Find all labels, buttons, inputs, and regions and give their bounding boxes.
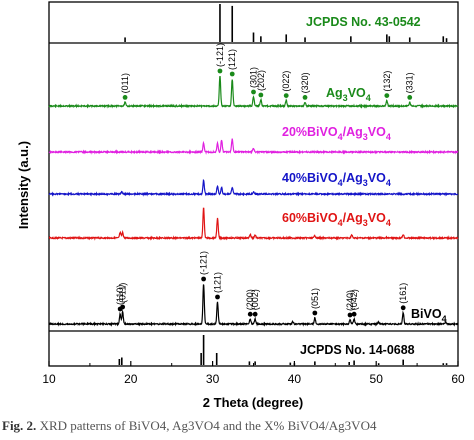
peak-label-4-3: (121) [213, 272, 223, 293]
peak-marker-0-8 [407, 95, 413, 100]
peak-label-4-8: (042) [349, 289, 359, 310]
peak-marker-4-9 [400, 305, 406, 311]
peak-annotations: (011)(-121) (121)(301)(202) (022) (320) (132… [115, 43, 415, 318]
peak-label-0-7: (132) [382, 71, 392, 92]
peak-marker-0-5 [283, 93, 289, 98]
reference-bottom-panel [118, 335, 448, 365]
peak-label-0-0: (011) [120, 73, 130, 93]
peak-label-0-3: (301) [249, 67, 259, 88]
peak-marker-0-4 [258, 92, 264, 98]
x-tick-label-4: 50 [370, 372, 384, 386]
peak-label-4-5: (002) [250, 289, 260, 310]
peak-marker-4-7 [347, 312, 353, 318]
peak-label-4-7: (240) [345, 290, 355, 311]
peak-marker-4-2 [201, 276, 207, 282]
peak-marker-4-4 [247, 311, 253, 317]
trace-2 [48, 178, 459, 197]
y-axis-label: Intensity (a.u.) [16, 141, 31, 229]
peak-label-4-0: (110) [115, 285, 125, 305]
peak-marker-0-3 [251, 89, 256, 95]
peak-marker-0-2 [229, 71, 235, 77]
series-label-60: 60%BiVO4/Ag3VO4 [282, 211, 391, 228]
peak-label-4-9: (161) [398, 283, 408, 304]
peak-marker-4-5 [252, 311, 258, 317]
series-label-ag3vo4: Ag3VO4 [326, 86, 371, 103]
peak-label-4-6: (051) [310, 288, 320, 309]
peak-marker-0-1 [217, 68, 223, 74]
peak-label-4-1: (011) [118, 283, 128, 303]
trace-1 [48, 138, 459, 155]
xrd-chart: (011)(-121) (121)(301)(202) (022) (320) (132… [16, 1, 465, 410]
peak-label-0-2: (121) [227, 49, 237, 70]
peak-label-0-1: (-121) [215, 43, 225, 67]
x-tick-label-3: 40 [288, 372, 302, 386]
trace-4 [48, 284, 459, 327]
reference-bottom-label: JCPDS No. 14-0688 [300, 343, 415, 357]
reference-top-label: JCPDS No. 43-0542 [306, 15, 421, 29]
plot-frame [48, 1, 459, 367]
x-tick-label-0: 10 [42, 372, 56, 386]
reference-top-panel [124, 4, 448, 42]
peak-label-4-2: (-121) [199, 251, 209, 275]
series-label-20: 20%BiVO4/Ag3VO4 [282, 125, 391, 142]
figure-caption: Fig. 2. XRD patterns of BiVO4, Ag3VO4 an… [2, 418, 377, 433]
peak-marker-0-7 [384, 93, 390, 98]
peak-marker-0-6 [302, 95, 308, 100]
x-axis-label: 2 Theta (degree) [203, 395, 303, 410]
peak-label-0-6: (320) [300, 72, 310, 93]
peak-marker-4-1 [120, 304, 126, 310]
peak-marker-0-0 [122, 95, 128, 100]
x-axis: 10 20 30 40 50 60 [42, 361, 465, 386]
x-tick-label-1: 20 [124, 372, 138, 386]
x-tick-label-2: 30 [206, 372, 220, 386]
peak-label-0-4: (202) [256, 70, 266, 91]
trace-0 [48, 76, 459, 109]
trace-3 [48, 207, 459, 241]
peak-marker-4-6 [312, 310, 318, 316]
peak-label-0-8: (331) [405, 72, 415, 93]
peak-label-4-4: (200) [245, 289, 255, 310]
peak-marker-4-8 [351, 311, 357, 317]
peak-marker-4-3 [215, 294, 220, 300]
peak-label-0-5: (022) [281, 71, 291, 92]
series-label-40: 40%BiVO4/Ag3VO4 [282, 171, 391, 188]
xrd-traces [48, 76, 459, 327]
x-tick-label-5: 60 [451, 372, 465, 386]
series-label-bivo4: BiVO4 [411, 307, 447, 324]
